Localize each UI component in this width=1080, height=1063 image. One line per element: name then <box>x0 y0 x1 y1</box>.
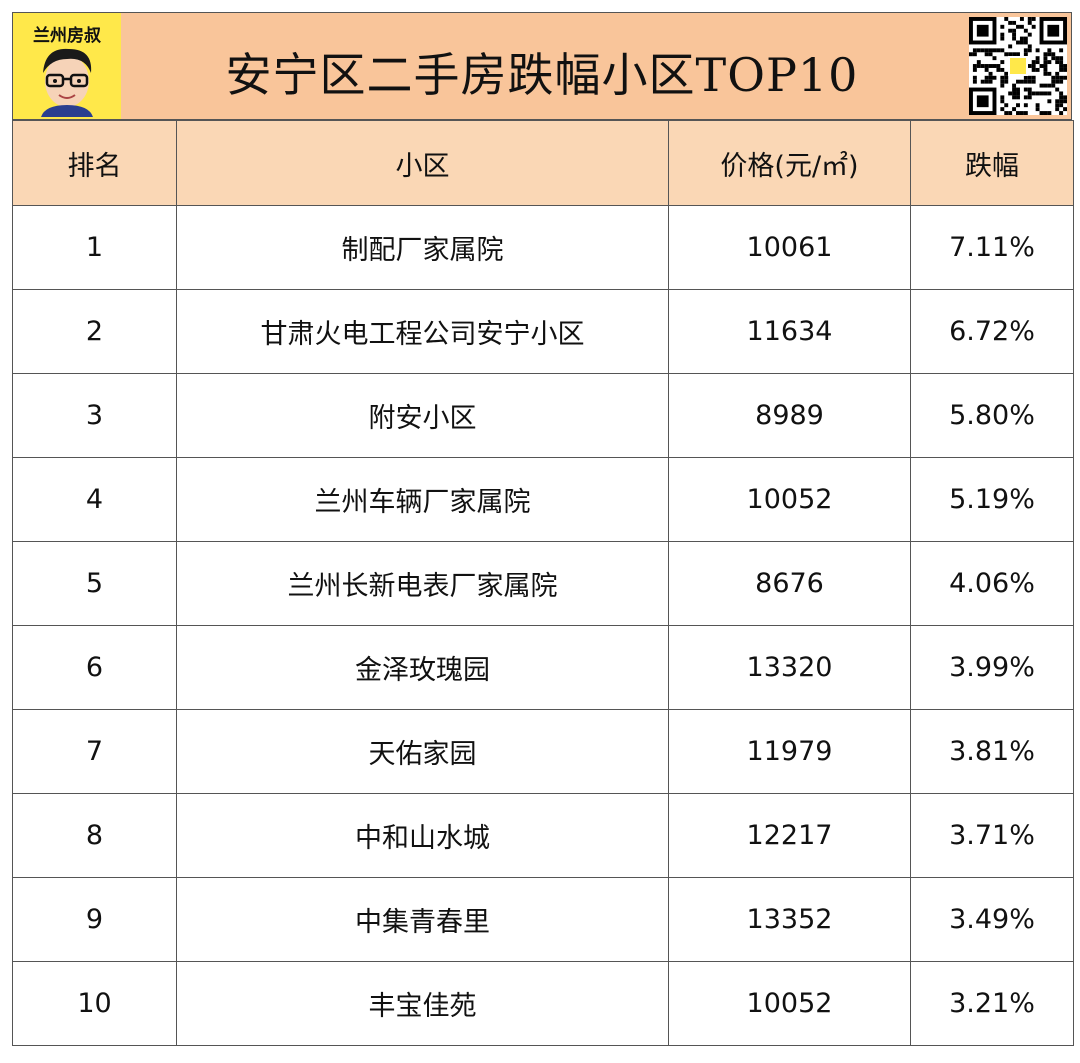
chart-title: 安宁区二手房跌幅小区TOP10 <box>225 48 859 102</box>
price-cell: 10061 <box>668 205 911 290</box>
drop-cell: 3.81% <box>910 709 1074 794</box>
rank-cell: 2 <box>12 289 177 374</box>
header-price: 价格(元/㎡) <box>668 120 911 206</box>
price-cell: 13320 <box>668 625 911 710</box>
price-cell: 8989 <box>668 373 911 458</box>
community-cell: 兰州长新电表厂家属院 <box>176 541 669 626</box>
drop-cell: 3.99% <box>910 625 1074 710</box>
drop-cell: 5.80% <box>910 373 1074 458</box>
header-drop: 跌幅 <box>910 120 1074 206</box>
logo-text: 兰州房叔 <box>33 26 101 46</box>
drop-cell: 4.06% <box>910 541 1074 626</box>
community-cell: 天佑家园 <box>176 709 669 794</box>
table-row: 6 金泽玫瑰园 13320 3.99% <box>12 625 1074 710</box>
brand-logo: 兰州房叔 <box>13 13 121 119</box>
community-cell: 丰宝佳苑 <box>176 961 669 1046</box>
community-cell: 制配厂家属院 <box>176 205 669 290</box>
price-cell: 10052 <box>668 961 911 1046</box>
header-rank: 排名 <box>12 120 177 206</box>
drop-cell: 3.21% <box>910 961 1074 1046</box>
community-cell: 中和山水城 <box>176 793 669 878</box>
rank-cell: 4 <box>12 457 177 542</box>
header-community: 小区 <box>176 120 669 206</box>
price-cell: 13352 <box>668 877 911 962</box>
community-cell: 附安小区 <box>176 373 669 458</box>
community-cell: 中集青春里 <box>176 877 669 962</box>
ranking-table: 排名 小区 价格(元/㎡) 跌幅 1 制配厂家属院 10061 7.11% 2 甘肃火电工… <box>12 120 1074 1046</box>
qr-code-icon <box>969 17 1067 115</box>
table-row: 9 中集青春里 13352 3.49% <box>12 877 1074 962</box>
community-cell: 兰州车辆厂家属院 <box>176 457 669 542</box>
community-cell: 金泽玫瑰园 <box>176 625 669 710</box>
price-cell: 12217 <box>668 793 911 878</box>
drop-cell: 5.19% <box>910 457 1074 542</box>
price-cell: 11979 <box>668 709 911 794</box>
table-row: 8 中和山水城 12217 3.71% <box>12 793 1074 878</box>
rank-cell: 9 <box>12 877 177 962</box>
rank-cell: 7 <box>12 709 177 794</box>
avatar-icon <box>41 48 93 117</box>
rank-cell: 6 <box>12 625 177 710</box>
rank-cell: 3 <box>12 373 177 458</box>
rank-cell: 8 <box>12 793 177 878</box>
table-header-row: 排名 小区 价格(元/㎡) 跌幅 <box>12 120 1074 206</box>
title-bar: 兰州房叔 安宁区二手房跌幅小区TOP10 <box>12 12 1072 120</box>
table-row: 3 附安小区 8989 5.80% <box>12 373 1074 458</box>
price-cell: 11634 <box>668 289 911 374</box>
drop-cell: 3.71% <box>910 793 1074 878</box>
table-row: 4 兰州车辆厂家属院 10052 5.19% <box>12 457 1074 542</box>
price-cell: 8676 <box>668 541 911 626</box>
drop-cell: 3.49% <box>910 877 1074 962</box>
rank-cell: 10 <box>12 961 177 1046</box>
table-row: 5 兰州长新电表厂家属院 8676 4.06% <box>12 541 1074 626</box>
table-row: 7 天佑家园 11979 3.81% <box>12 709 1074 794</box>
community-cell: 甘肃火电工程公司安宁小区 <box>176 289 669 374</box>
drop-cell: 6.72% <box>910 289 1074 374</box>
table-row: 2 甘肃火电工程公司安宁小区 11634 6.72% <box>12 289 1074 374</box>
price-cell: 10052 <box>668 457 911 542</box>
rank-cell: 1 <box>12 205 177 290</box>
table-row: 1 制配厂家属院 10061 7.11% <box>12 205 1074 290</box>
rank-cell: 5 <box>12 541 177 626</box>
table-row: 10 丰宝佳苑 10052 3.21% <box>12 961 1074 1046</box>
drop-cell: 7.11% <box>910 205 1074 290</box>
